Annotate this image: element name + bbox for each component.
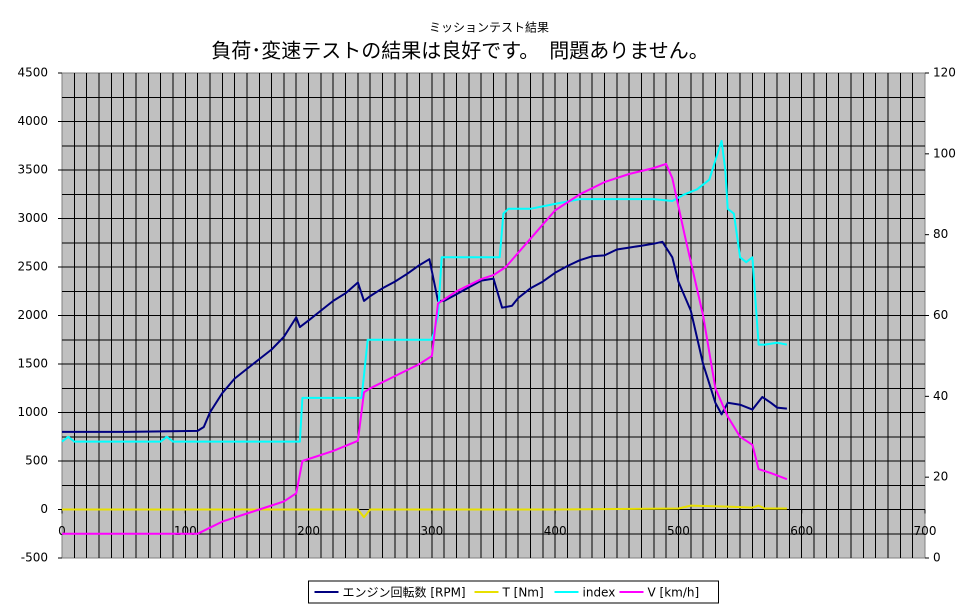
y-tick-label: 500 xyxy=(25,454,48,468)
x-tick-label: 400 xyxy=(544,524,567,538)
x-tick-label: 700 xyxy=(914,524,937,538)
legend-label: T [Nm] xyxy=(502,586,544,600)
y-tick-label: 4000 xyxy=(17,114,48,128)
legend-label: index xyxy=(583,586,616,600)
legend-box xyxy=(308,580,719,604)
series-line xyxy=(62,504,787,519)
x-tick-label: 500 xyxy=(667,524,690,538)
y-tick-label: -500 xyxy=(21,551,48,565)
y-tick-label: 2500 xyxy=(17,260,48,274)
y-tick-label: 0 xyxy=(40,502,48,516)
y2-tick-label: 120 xyxy=(933,66,956,80)
y2-tick-label: 80 xyxy=(933,227,948,241)
x-tick-label: 600 xyxy=(790,524,813,538)
series-line xyxy=(62,240,788,433)
x-tick-label: 300 xyxy=(420,524,443,538)
x-tick-label: 0 xyxy=(58,524,66,538)
y-tick-label: 1000 xyxy=(17,405,48,419)
y-tick-label: 3500 xyxy=(17,163,48,177)
y2-tick-label: 60 xyxy=(933,308,948,322)
y2-tick-label: 40 xyxy=(933,389,948,403)
y-tick-label: 3000 xyxy=(17,211,48,225)
chart-title: ミッションテスト結果 xyxy=(429,21,549,35)
y2-tick-label: 20 xyxy=(933,470,948,484)
y-tick-label: 1500 xyxy=(17,357,48,371)
chart-subtitle: 負荷･変速テストの結果は良好です。 問題ありません。 xyxy=(211,39,708,63)
legend-label: エンジン回転数 [RPM] xyxy=(343,585,466,600)
y-tick-label: 4500 xyxy=(17,66,48,80)
legend-label: V [km/h] xyxy=(648,586,700,600)
x-tick-label: 100 xyxy=(174,524,197,538)
y-tick-label: 2000 xyxy=(17,308,48,322)
series-line xyxy=(62,162,788,535)
y2-tick-label: 100 xyxy=(933,146,956,160)
series-line xyxy=(61,139,788,443)
x-tick-label: 200 xyxy=(297,524,320,538)
y2-tick-label: 0 xyxy=(933,551,941,565)
